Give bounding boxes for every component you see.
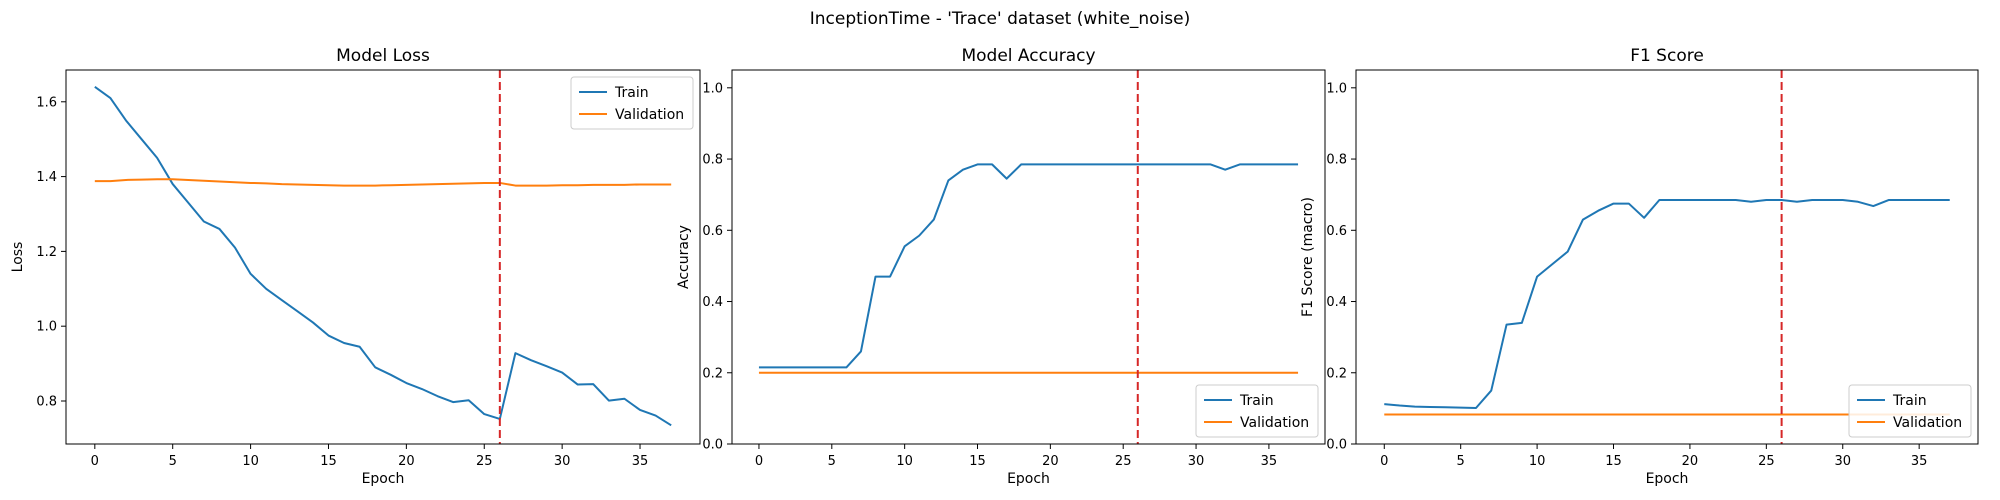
x-tick-label: 0 bbox=[1380, 454, 1388, 469]
x-tick-label: 10 bbox=[242, 454, 259, 469]
x-tick-label: 30 bbox=[554, 454, 571, 469]
legend-box bbox=[570, 76, 694, 130]
x-tick-label: 35 bbox=[1911, 454, 1928, 469]
y-tick-label: 1.6 bbox=[36, 95, 57, 110]
y-tick-label: 0.8 bbox=[36, 394, 57, 409]
x-tick-label: 20 bbox=[1682, 454, 1699, 469]
series-line-train bbox=[1384, 199, 1950, 410]
x-tick-label: 5 bbox=[1457, 454, 1465, 469]
y-tick-label: 0.6 bbox=[702, 224, 723, 239]
subplot-title: Model Loss bbox=[336, 46, 430, 66]
subplots: 0 5 10 15 20 25 30 35 0.8 1.0 1.2 1.4 1.6 Model Loss E… bbox=[10, 46, 1979, 487]
series-line-train bbox=[758, 163, 1299, 369]
y-tick-label: 0.6 bbox=[1326, 224, 1347, 239]
x-tick-label: 20 bbox=[1042, 454, 1059, 469]
axes-frame bbox=[731, 69, 1326, 445]
legend: Train Validation bbox=[570, 76, 694, 130]
x-tick-label: 30 bbox=[1834, 454, 1851, 469]
x-tick-label: 10 bbox=[896, 454, 913, 469]
legend-label-train: Train bbox=[1239, 393, 1274, 409]
y-tick-label: 0.2 bbox=[702, 366, 723, 381]
x-tick-label: 35 bbox=[1261, 454, 1278, 469]
y-tick-label: 1.0 bbox=[702, 81, 723, 96]
legend-label-train: Train bbox=[614, 85, 649, 101]
legend-label-train: Train bbox=[1892, 393, 1927, 409]
y-axis-label: F1 Score (macro) bbox=[1300, 197, 1316, 317]
x-tick-label: 25 bbox=[476, 454, 493, 469]
legend-label-validation: Validation bbox=[1240, 415, 1309, 431]
axes-frame bbox=[65, 69, 701, 445]
y-tick-label: 1.0 bbox=[1326, 81, 1347, 96]
y-tick-label: 0.2 bbox=[1326, 366, 1347, 381]
x-tick-label: 20 bbox=[398, 454, 415, 469]
y-tick-label: 0.8 bbox=[1326, 153, 1347, 168]
x-tick-label: 15 bbox=[969, 454, 986, 469]
x-tick-label: 5 bbox=[169, 454, 177, 469]
series-line-validation bbox=[94, 178, 672, 187]
subplot-f1: 0 5 10 15 20 25 30 35 0.0 0.2 0.4 0.6 0.8 1.0 F1 Score… bbox=[1300, 46, 1979, 487]
x-tick-label: 5 bbox=[828, 454, 836, 469]
x-tick-label: 0 bbox=[755, 454, 763, 469]
y-tick-label: 0.4 bbox=[1326, 295, 1347, 310]
x-tick-label: 10 bbox=[1529, 454, 1546, 469]
y-tick-label: 0.8 bbox=[702, 153, 723, 168]
y-tick-label: 1.0 bbox=[36, 320, 57, 335]
y-tick-label: 0.0 bbox=[702, 438, 723, 453]
x-axis-label: Epoch bbox=[1007, 471, 1050, 487]
subplot-title: Model Accuracy bbox=[961, 46, 1095, 66]
series-line-train bbox=[94, 86, 672, 427]
y-tick-label: 0.0 bbox=[1326, 438, 1347, 453]
legend: Train Validation bbox=[1848, 384, 1972, 438]
x-tick-label: 25 bbox=[1758, 454, 1775, 469]
subplot-loss: 0 5 10 15 20 25 30 35 0.8 1.0 1.2 1.4 1.6 Model Loss E… bbox=[10, 46, 701, 487]
figure-suptitle: InceptionTime - 'Trace' dataset (white_n… bbox=[810, 9, 1191, 29]
y-axis-label: Loss bbox=[10, 242, 26, 273]
x-tick-label: 35 bbox=[632, 454, 649, 469]
x-tick-label: 30 bbox=[1188, 454, 1205, 469]
legend: Train Validation bbox=[1195, 384, 1319, 438]
legend-box bbox=[1195, 384, 1319, 438]
x-tick-label: 15 bbox=[1605, 454, 1622, 469]
x-tick-label: 25 bbox=[1115, 454, 1132, 469]
axes-frame bbox=[1355, 69, 1979, 445]
y-axis-label: Accuracy bbox=[676, 225, 692, 289]
subplot-accuracy: 0 5 10 15 20 25 30 35 0.0 0.2 0.4 0.6 0.8 1.0 Model Ac… bbox=[676, 46, 1326, 487]
legend-box bbox=[1848, 384, 1972, 438]
y-tick-label: 0.4 bbox=[702, 295, 723, 310]
legend-label-validation: Validation bbox=[1893, 415, 1962, 431]
x-axis-label: Epoch bbox=[362, 471, 405, 487]
x-axis-label: Epoch bbox=[1646, 471, 1689, 487]
legend-label-validation: Validation bbox=[615, 107, 684, 123]
subplot-title: F1 Score bbox=[1630, 46, 1704, 66]
y-tick-label: 1.2 bbox=[36, 245, 57, 260]
x-tick-label: 0 bbox=[91, 454, 99, 469]
y-tick-label: 1.4 bbox=[36, 170, 57, 185]
x-tick-label: 15 bbox=[320, 454, 337, 469]
